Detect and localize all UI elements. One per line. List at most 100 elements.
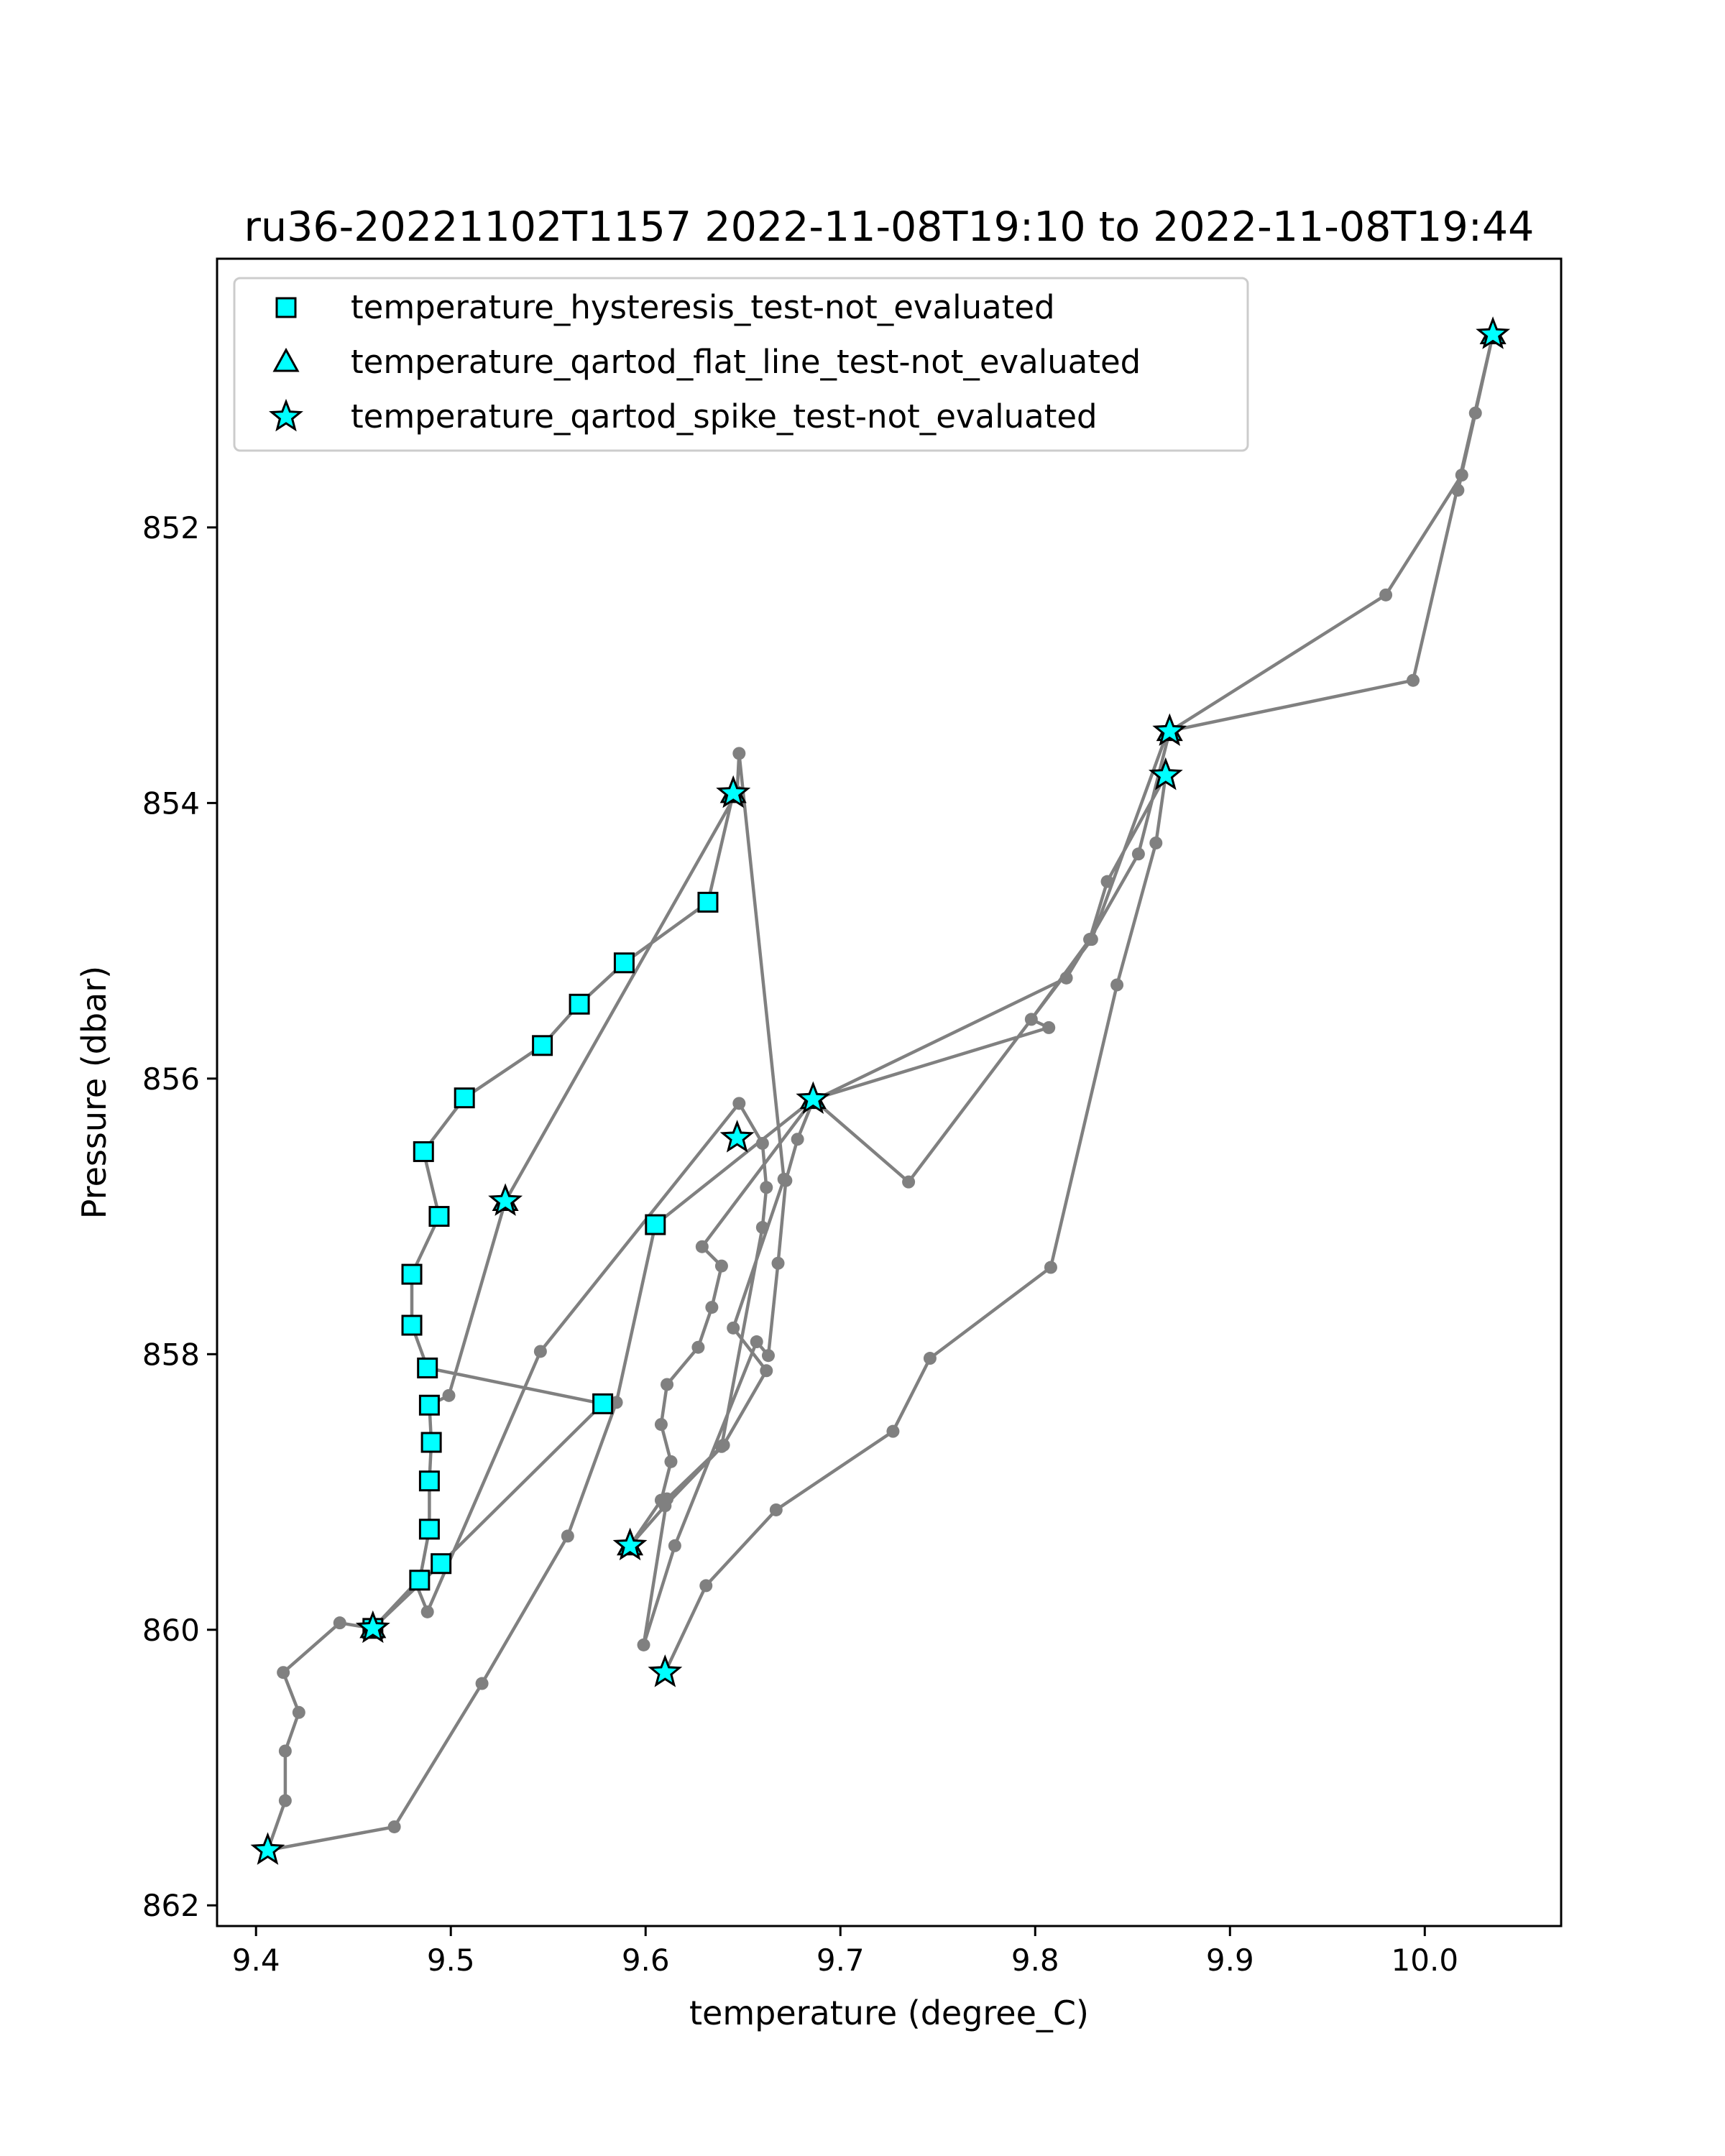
x-tick-label: 9.6: [622, 1943, 670, 1978]
y-tick-label: 858: [142, 1337, 200, 1372]
profile-point: [1042, 1021, 1056, 1034]
y-tick-label: 862: [142, 1888, 200, 1923]
profile-point: [475, 1677, 489, 1690]
profile-point: [755, 1220, 769, 1234]
star-flag-marker: [1152, 713, 1187, 746]
profile-point: [1455, 469, 1468, 482]
profile-point: [1149, 836, 1163, 849]
star-flag-marker: [612, 1527, 648, 1561]
star-flag-marker: [719, 1120, 755, 1153]
profile-point: [654, 1418, 668, 1432]
x-tick-label: 9.4: [232, 1943, 280, 1978]
square-flag-marker: [420, 1432, 442, 1453]
profile-point: [923, 1352, 937, 1365]
y-axis: 852 854 856 858 860 862: [142, 510, 217, 1923]
legend-square-marker: [275, 297, 297, 318]
profile-point: [1024, 1013, 1038, 1026]
square-flag-marker: [569, 993, 590, 1015]
profile-point: [387, 1820, 401, 1833]
star-flag-marker: [1148, 757, 1183, 791]
profile-point: [902, 1175, 916, 1189]
x-tick-label: 9.8: [1011, 1943, 1059, 1978]
profile-point: [691, 1340, 705, 1354]
profile-point: [760, 1181, 773, 1194]
profile-line: [266, 333, 1495, 1852]
square-flag-marker: [418, 1394, 440, 1416]
x-tick-label: 9.7: [816, 1943, 865, 1978]
y-tick-label: 856: [142, 1061, 200, 1097]
square-flag-marker: [401, 1263, 423, 1285]
profile-point: [886, 1424, 900, 1438]
data-line-layer: [266, 333, 1495, 1852]
profile-point: [442, 1388, 456, 1402]
profile-point: [664, 1455, 678, 1468]
profile-point: [695, 1240, 709, 1253]
legend-markers: [269, 297, 303, 432]
profile-point: [661, 1378, 674, 1391]
square-flag-marker: [431, 1553, 452, 1575]
profile-point: [769, 1503, 783, 1516]
profile-point: [732, 747, 746, 760]
star-flag-marker: [488, 1183, 523, 1216]
legend-label-flat-line: temperature_qartod_flat_line_test-not_ev…: [351, 343, 1141, 381]
profile-point: [1059, 971, 1073, 985]
profile-point: [1379, 588, 1393, 602]
square-flag-marker: [645, 1214, 666, 1235]
square-flag-marker: [454, 1087, 475, 1109]
chart-title: ru36-20221102T1157 2022-11-08T19:10 to 2…: [244, 203, 1535, 251]
x-axis-label: temperature (degree_C): [689, 1994, 1089, 2032]
square-flag-marker: [592, 1393, 614, 1414]
legend-box: [233, 277, 1249, 452]
profile-point: [760, 1364, 773, 1378]
profile-point: [1100, 875, 1114, 888]
x-tick-label: 10.0: [1392, 1943, 1459, 1978]
square-flag-marker: [418, 1519, 440, 1540]
square-flag-marker: [697, 891, 719, 913]
profile-point: [1451, 484, 1465, 497]
profile-point: [1131, 847, 1145, 861]
profile-point: [420, 1605, 434, 1618]
profile-point: [791, 1133, 804, 1146]
y-axis-label: Pressure (dbar): [75, 966, 114, 1219]
profile-point: [1044, 1261, 1057, 1274]
plot-frame: [216, 257, 1563, 1927]
profile-point: [277, 1666, 290, 1680]
square-flag-marker: [409, 1570, 431, 1591]
profile-point: [727, 1321, 740, 1335]
profile-point: [533, 1345, 547, 1358]
profile-point: [777, 1172, 791, 1186]
square-flag-marker: [413, 1141, 434, 1162]
profile-point: [1407, 673, 1420, 687]
star-flag-marker: [1476, 316, 1511, 349]
x-tick-label: 9.5: [427, 1943, 475, 1978]
profile-point: [699, 1579, 713, 1593]
legend-triangle-marker: [272, 347, 300, 372]
profile-point: [714, 1259, 728, 1273]
profile-point: [750, 1335, 763, 1349]
profile-point: [717, 1438, 730, 1452]
legend: temperature_hysteresis_test-not_evaluate…: [233, 277, 1249, 452]
profile-point: [637, 1638, 650, 1651]
star-flag-marker: [355, 1610, 390, 1644]
profile-point: [278, 1744, 292, 1758]
legend-star-marker: [269, 398, 303, 432]
profile-point: [668, 1539, 681, 1552]
star-flag-marker: [716, 775, 751, 808]
square-flag-marker: [401, 1314, 423, 1336]
profile-point: [658, 1499, 672, 1513]
square-flag-marker: [532, 1035, 553, 1056]
profile-point: [333, 1616, 346, 1630]
square-flag-marker: [417, 1357, 438, 1378]
star-flag-marker: [250, 1832, 285, 1865]
profile-point: [1085, 933, 1098, 946]
square-flag-marker: [428, 1206, 450, 1227]
profile-point: [761, 1349, 775, 1363]
profile-point: [1468, 406, 1482, 420]
y-tick-label: 852: [142, 510, 200, 545]
square-flag-marker: [613, 952, 635, 974]
x-tick-label: 9.9: [1206, 1943, 1254, 1978]
profile-point: [732, 1097, 746, 1110]
y-tick-label: 854: [142, 786, 200, 821]
square-flag-marker: [418, 1470, 440, 1492]
